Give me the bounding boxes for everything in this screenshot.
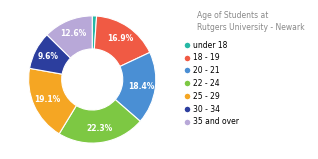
Text: 9.6%: 9.6%: [38, 52, 59, 61]
Wedge shape: [94, 16, 150, 66]
Text: 22.3%: 22.3%: [87, 124, 113, 133]
Text: 12.6%: 12.6%: [60, 29, 86, 38]
Wedge shape: [29, 68, 76, 134]
Text: 19.1%: 19.1%: [34, 95, 60, 104]
Wedge shape: [115, 52, 156, 121]
Legend: under 18, 18 - 19, 20 - 21, 22 - 24, 25 - 29, 30 - 34, 35 and over: under 18, 18 - 19, 20 - 21, 22 - 24, 25 …: [185, 41, 239, 126]
Wedge shape: [47, 16, 92, 58]
Text: Age of Students at
Rutgers University - Newark: Age of Students at Rutgers University - …: [197, 11, 305, 32]
Text: 18.4%: 18.4%: [128, 82, 155, 91]
Text: 16.9%: 16.9%: [107, 34, 133, 43]
Wedge shape: [92, 16, 97, 49]
Wedge shape: [59, 100, 140, 143]
Wedge shape: [30, 35, 71, 74]
